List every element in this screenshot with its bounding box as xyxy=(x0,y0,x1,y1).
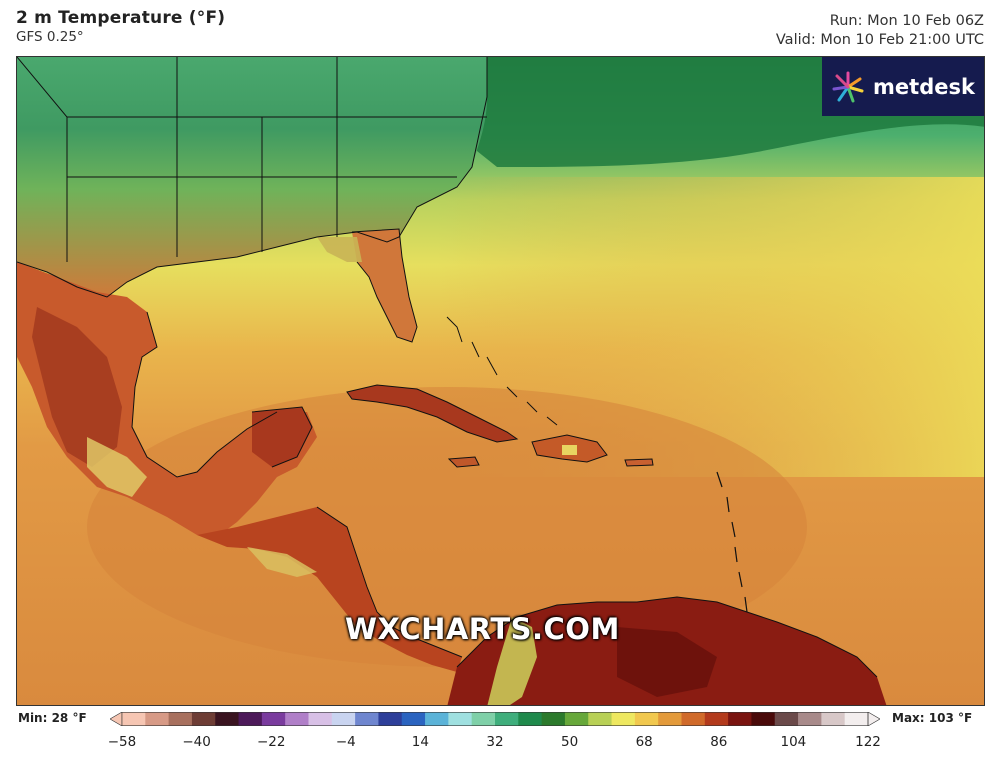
colorbar-cell xyxy=(145,712,170,726)
colorbar-cell xyxy=(215,712,240,726)
colorbar-cell xyxy=(658,712,682,726)
colorbar-tick-label: −4 xyxy=(335,734,356,750)
colorbar-tick-label: 32 xyxy=(486,734,504,750)
cuba-island xyxy=(346,384,519,443)
central-america-land xyxy=(197,507,462,672)
colorbar-tick-label: −22 xyxy=(256,734,286,750)
chart-header: 2 m Temperature (°F) GFS 0.25° xyxy=(16,8,225,45)
colorbar-cell xyxy=(471,712,496,726)
colorbar-max-arrow xyxy=(867,712,880,726)
map-canvas xyxy=(17,57,984,705)
colorbar-cell xyxy=(261,712,286,726)
colorbar-cell xyxy=(588,712,613,726)
bahamas-islands xyxy=(446,316,558,426)
colorbar-cell xyxy=(378,712,403,726)
run-info: Run: Mon 10 Feb 06Z Valid: Mon 10 Feb 21… xyxy=(776,12,984,50)
wxcharts-watermark: WXCHARTS.COM xyxy=(345,612,620,646)
colorbar-cell xyxy=(168,712,193,726)
colorbar-tick-label: 50 xyxy=(561,734,579,750)
colorbar-tick-label: 104 xyxy=(780,734,807,750)
colorbar-max-label: Max: 103 °F xyxy=(892,711,973,725)
colorbar-tick-label: 14 xyxy=(411,734,429,750)
andes-cool-band xyxy=(487,617,537,705)
borders xyxy=(17,57,878,678)
colorbar-min-label: Min: 28 °F xyxy=(18,711,87,725)
puerto-rico-island xyxy=(624,458,654,467)
colorbar-cell xyxy=(681,712,706,726)
colorbar-frame xyxy=(121,712,869,726)
lesser-antilles-islands xyxy=(716,471,748,613)
central-america-highlands xyxy=(247,547,317,577)
colorbar-cell xyxy=(518,712,543,726)
colorbar-cell xyxy=(751,712,776,726)
colorbar-cell xyxy=(844,712,869,726)
chart-title: 2 m Temperature (°F) xyxy=(16,8,226,28)
colorbar-ticks: −58 −40 −22 −4 14 32 50 68 86 104 122 xyxy=(0,734,1000,752)
colorbar-cell xyxy=(191,712,216,726)
colorbar-tick-label: −58 xyxy=(107,734,137,750)
colorbar-cell xyxy=(704,712,729,726)
flower-burst-icon xyxy=(832,71,864,102)
metdesk-logo: metdesk xyxy=(822,57,984,116)
colorbar-cell xyxy=(611,712,636,726)
colorbar-cell xyxy=(634,712,659,726)
colorbar xyxy=(110,712,880,726)
colorbar-cell xyxy=(425,712,449,726)
colorbar-tick-label: 68 xyxy=(635,734,653,750)
colorbar-cell xyxy=(821,712,846,726)
hispaniola-highland xyxy=(562,445,577,455)
colorbar-cell xyxy=(495,712,519,726)
colorbar-cell xyxy=(774,712,799,726)
gulf-coast-land xyxy=(317,237,362,262)
colorbar-cell xyxy=(401,712,426,726)
valid-time: Valid: Mon 10 Feb 21:00 UTC xyxy=(775,32,984,48)
temperature-map[interactable]: metdesk xyxy=(16,56,985,706)
colorbar-tick-label: 122 xyxy=(855,734,881,750)
mexico-highlands xyxy=(32,307,122,467)
run-time: Run: Mon 10 Feb 06Z xyxy=(829,13,984,29)
colorbar-cell xyxy=(122,712,146,726)
colorbar-cell xyxy=(798,712,822,726)
colorbar-cell xyxy=(331,712,356,726)
jamaica-island xyxy=(447,456,480,468)
colorbar-cell xyxy=(541,712,566,726)
venezuela-hot xyxy=(617,627,717,697)
colorbar-cell xyxy=(238,712,263,726)
colorbar-cell xyxy=(308,712,333,726)
logo-text: metdesk xyxy=(873,74,975,99)
colorbar-cell xyxy=(285,712,309,726)
yucatan-land xyxy=(252,407,312,467)
mexico-plateau xyxy=(87,437,147,497)
colorbar-cell xyxy=(355,712,379,726)
florida-land xyxy=(352,229,417,342)
colorbar-min-arrow xyxy=(110,712,123,726)
colorbar-cell xyxy=(728,712,752,726)
colorbar-cell xyxy=(448,712,473,726)
colorbar-cell xyxy=(564,712,589,726)
colorbar-tick-label: −40 xyxy=(182,734,211,750)
colorbar-tick-label: 86 xyxy=(710,734,728,750)
model-label: GFS 0.25° xyxy=(16,29,84,45)
